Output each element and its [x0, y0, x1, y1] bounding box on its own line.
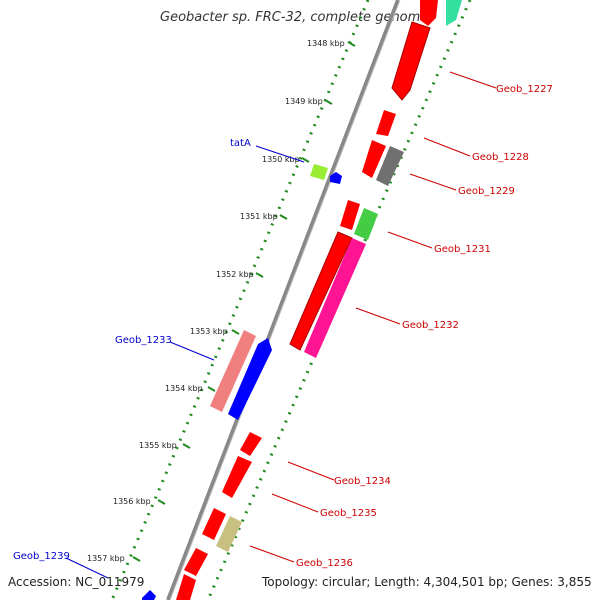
tick-mark: [324, 99, 333, 105]
callout-line: [249, 545, 295, 563]
callout-line: [287, 461, 335, 481]
gene-arrow-geob-1237[interactable]: [184, 548, 208, 576]
callout-line: [423, 137, 471, 157]
gene-arrow-geob-1234-a[interactable]: [240, 432, 262, 456]
callout-line: [65, 557, 109, 579]
gene-arrow-geob-1230[interactable]: [340, 200, 360, 230]
gene-arrow-geob-1233[interactable]: [228, 338, 272, 420]
gene-arrow-geob-1229[interactable]: [376, 146, 404, 186]
callout-line: [387, 231, 433, 249]
tick-mark: [132, 556, 141, 562]
tick-group: 1348 kbp 1349 kbp 1350 kbp 1351 kbp 1352…: [87, 39, 356, 563]
accession-label: Accession: NC_011979: [8, 575, 145, 589]
callout-line: [355, 307, 401, 325]
gene-arrow-geob-1239[interactable]: [142, 590, 156, 600]
tick-mark: [207, 386, 216, 392]
gene-arrow-geob-1226[interactable]: [420, 0, 438, 26]
gene-arrow-geob-1231b[interactable]: [289, 231, 353, 351]
gene-arrow-geob-1236[interactable]: [216, 516, 242, 552]
tick-mark: [182, 443, 191, 449]
callout-line: [449, 71, 497, 89]
gene-arrow-geob-1235[interactable]: [202, 508, 226, 540]
tick-label: 1352 kbp: [216, 270, 254, 279]
gene-arrow-geob-1228-b[interactable]: [362, 140, 386, 178]
callout-line: [255, 145, 305, 163]
reverse-genes: [142, 164, 342, 600]
gene-label-geob-1235[interactable]: Geob_1235: [320, 508, 377, 519]
map-title: Geobacter sp. FRC-32, complete genome: [160, 10, 429, 25]
gene-label-geob-1228[interactable]: Geob_1228: [472, 152, 529, 163]
tick-mark: [279, 214, 288, 220]
gene-label-geob-1232[interactable]: Geob_1232: [402, 320, 459, 331]
gene-label-geob-1231[interactable]: Geob_1231: [434, 244, 491, 255]
tick-label: 1351 kbp: [240, 212, 278, 221]
gene-label-geob-1229[interactable]: Geob_1229: [458, 186, 515, 197]
gene-arrow-tatA[interactable]: [330, 172, 342, 184]
tick-label: 1355 kbp: [139, 441, 177, 450]
gene-arrow-tatA-neighbor[interactable]: [310, 164, 328, 180]
tick-label: 1349 kbp: [285, 97, 323, 106]
gene-arrow-geob-1227[interactable]: [391, 21, 431, 101]
tick-mark: [231, 329, 240, 335]
callout-line: [409, 173, 457, 191]
gene-label-geob-1233[interactable]: Geob_1233: [115, 335, 172, 346]
gene-arrow-geob-1231[interactable]: [354, 208, 378, 240]
forward-labels: Geob_1227 Geob_1228 Geob_1229 Geob_1231 …: [249, 71, 553, 569]
forward-genes: [176, 0, 462, 600]
tick-label: 1357 kbp: [87, 554, 125, 563]
tick-mark: [255, 272, 264, 278]
tick-label: 1348 kbp: [307, 39, 345, 48]
gene-label-geob-1239[interactable]: Geob_1239: [13, 551, 70, 562]
tick-mark: [347, 41, 356, 47]
gene-arrow-geob-1232[interactable]: [304, 238, 366, 358]
genome-backbone: [166, 0, 400, 600]
tick-label: 1353 kbp: [190, 327, 228, 336]
callout-line: [169, 341, 215, 361]
gene-arrow-geob-1238[interactable]: [176, 574, 196, 600]
gene-arrow-teal[interactable]: [446, 0, 462, 26]
reverse-labels: tatA Geob_1233 Geob_1239: [13, 138, 305, 579]
tick-label: 1350 kbp: [262, 155, 300, 164]
gene-label-geob-1236[interactable]: Geob_1236: [296, 558, 353, 569]
tick-label: 1354 kbp: [165, 384, 203, 393]
gene-label-tatA[interactable]: tatA: [230, 138, 251, 149]
gene-arrow-geob-1234-b[interactable]: [222, 456, 252, 498]
topology-label: Topology: circular; Length: 4,304,501 bp…: [262, 575, 592, 589]
callout-line: [271, 493, 319, 513]
gene-label-geob-1234[interactable]: Geob_1234: [334, 476, 391, 487]
forward-track-dots: [206, 0, 472, 600]
gene-arrow-geob-1228-a[interactable]: [376, 110, 396, 136]
genome-backbone-shadow: [169, 0, 401, 600]
tick-label: 1356 kbp: [113, 497, 151, 506]
gene-label-geob-1227[interactable]: Geob_1227: [496, 84, 553, 95]
tick-mark: [157, 499, 166, 505]
tick-mark: [301, 157, 310, 163]
gene-arrow-geob-1233-pink[interactable]: [210, 330, 256, 412]
